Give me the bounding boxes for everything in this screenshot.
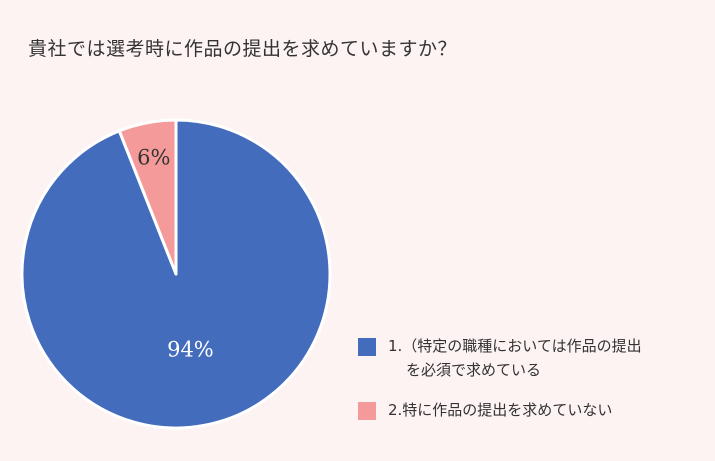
- pie-slice-2: [117, 118, 178, 276]
- chart-title: 貴社では選考時に作品の提出を求めていますか？: [28, 38, 458, 60]
- legend-item-1: 1.（特定の職種においては作品の提出 を必須で求めている: [358, 334, 710, 382]
- legend-item-2: 2.特に作品の提出を求めていない: [358, 398, 710, 422]
- slice-label-1: 94%: [167, 338, 214, 362]
- slice-label-2: 6%: [137, 146, 170, 170]
- legend-label-1-line2: を必須で求めている: [406, 361, 542, 379]
- legend: 1.（特定の職種においては作品の提出 を必須で求めている 2.特に作品の提出を求…: [358, 334, 710, 422]
- legend-label-1-line1: 1.（特定の職種においては作品の提出: [388, 337, 642, 355]
- legend-swatch-2: [358, 402, 376, 420]
- legend-swatch-1: [358, 338, 376, 356]
- legend-label-2: 2.特に作品の提出を求めていない: [388, 401, 613, 419]
